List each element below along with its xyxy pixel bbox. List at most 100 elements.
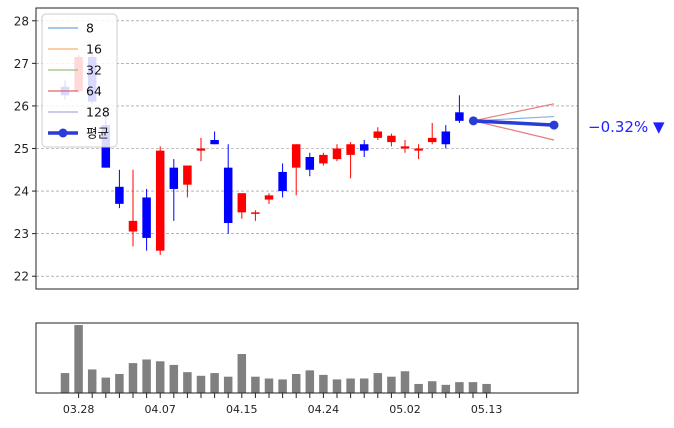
volume-bar [60, 373, 70, 393]
candle [223, 144, 233, 234]
candle-body [305, 157, 315, 170]
legend-label: 128 [86, 105, 110, 120]
x-tick-label: 03.28 [63, 403, 95, 416]
candle [169, 159, 179, 221]
candle-body [142, 197, 151, 238]
legend-label: 64 [86, 84, 102, 99]
volume-bar [142, 359, 151, 393]
candle-body [291, 144, 301, 168]
y-tick-label: 27 [14, 57, 29, 71]
volume-bar [387, 376, 396, 393]
forecast-lines [468, 103, 559, 141]
x-tick-label: 04.07 [144, 403, 176, 416]
price-gridlines [36, 20, 578, 277]
candle [183, 165, 192, 198]
volume-bar [441, 384, 451, 393]
candle [251, 210, 260, 221]
candle-body [359, 144, 369, 151]
forecast-change-label: −0.32% ▼ [588, 118, 665, 136]
volume-bar [468, 382, 478, 393]
candle [441, 125, 451, 149]
volume-bar [482, 383, 491, 393]
volume-bar [74, 325, 83, 393]
volume-bar [251, 376, 260, 393]
volume-bar [414, 383, 423, 393]
legend-label: 16 [86, 42, 102, 57]
y-tick-label: 23 [14, 227, 29, 241]
y-tick-label: 22 [14, 270, 29, 284]
candle-body [264, 195, 274, 200]
volume-bar [128, 363, 138, 393]
x-tick-label: 05.13 [471, 403, 503, 416]
volume-panel-frame [35, 322, 579, 394]
candle-body [155, 150, 165, 251]
volume-bar [87, 369, 97, 393]
volume-bar [373, 373, 383, 393]
x-tick-label: 04.15 [226, 403, 258, 416]
price-y-axis: 22 23 24 25 26 27 28 [14, 14, 36, 284]
candle-body [332, 148, 342, 160]
average-end-marker [549, 120, 559, 130]
candle [128, 169, 138, 247]
candle-body [278, 171, 287, 192]
candle [278, 163, 287, 198]
candle-body [210, 139, 219, 145]
volume-bar [319, 374, 328, 393]
volume-bar [210, 373, 219, 393]
legend-item: 평균 [48, 126, 109, 141]
legend-item: 16 [48, 42, 102, 57]
candle-body [414, 148, 423, 151]
moving-average-projection [473, 103, 555, 122]
legend-label: 8 [86, 21, 94, 36]
candle [305, 152, 315, 177]
candle [455, 95, 464, 123]
y-tick-label: 25 [14, 142, 29, 156]
y-tick-label: 24 [14, 185, 29, 199]
candle-body [115, 186, 124, 204]
candle [142, 188, 151, 251]
volume-bars [60, 325, 491, 393]
candle [115, 169, 124, 209]
candle [155, 146, 165, 255]
volume-bar [305, 370, 315, 393]
date-axis: 03.28 04.07 04.15 04.24 05.02 05.13 [63, 393, 503, 416]
volume-bar [359, 378, 369, 393]
volume-bar [455, 382, 464, 393]
candle-body [223, 167, 233, 224]
candle [196, 137, 206, 162]
price-panel-frame [35, 7, 579, 290]
candle-body [400, 146, 410, 149]
legend-box [41, 13, 118, 148]
volume-bar [427, 381, 437, 393]
candle-body [183, 165, 192, 185]
volume-bar [264, 378, 274, 393]
volume-bar [237, 354, 247, 393]
volume-bar [183, 372, 192, 393]
legend-item: 64 [48, 84, 102, 99]
candle [319, 152, 328, 166]
candle [332, 144, 342, 162]
candlesticks [60, 54, 464, 255]
moving-average-projection [473, 120, 555, 141]
average-projection-line [473, 119, 555, 127]
volume-bar [291, 373, 301, 393]
legend-label: 평균 [86, 126, 109, 141]
candle-body [387, 135, 396, 143]
candle [346, 142, 355, 179]
candle [427, 122, 437, 145]
legend-marker [58, 128, 68, 138]
x-tick-label: 05.02 [389, 403, 421, 416]
volume-bar [155, 361, 165, 393]
candle-body [319, 154, 328, 164]
candle [359, 139, 369, 158]
candle-body [441, 131, 451, 145]
candle-body [455, 112, 464, 121]
candle [387, 133, 396, 147]
volume-bar [332, 379, 342, 393]
candle-body [237, 193, 247, 213]
legend: 8 16 32 64 128 평균 [41, 13, 118, 148]
candle-body [251, 212, 260, 214]
candle [414, 144, 423, 160]
volume-bar [101, 377, 111, 393]
